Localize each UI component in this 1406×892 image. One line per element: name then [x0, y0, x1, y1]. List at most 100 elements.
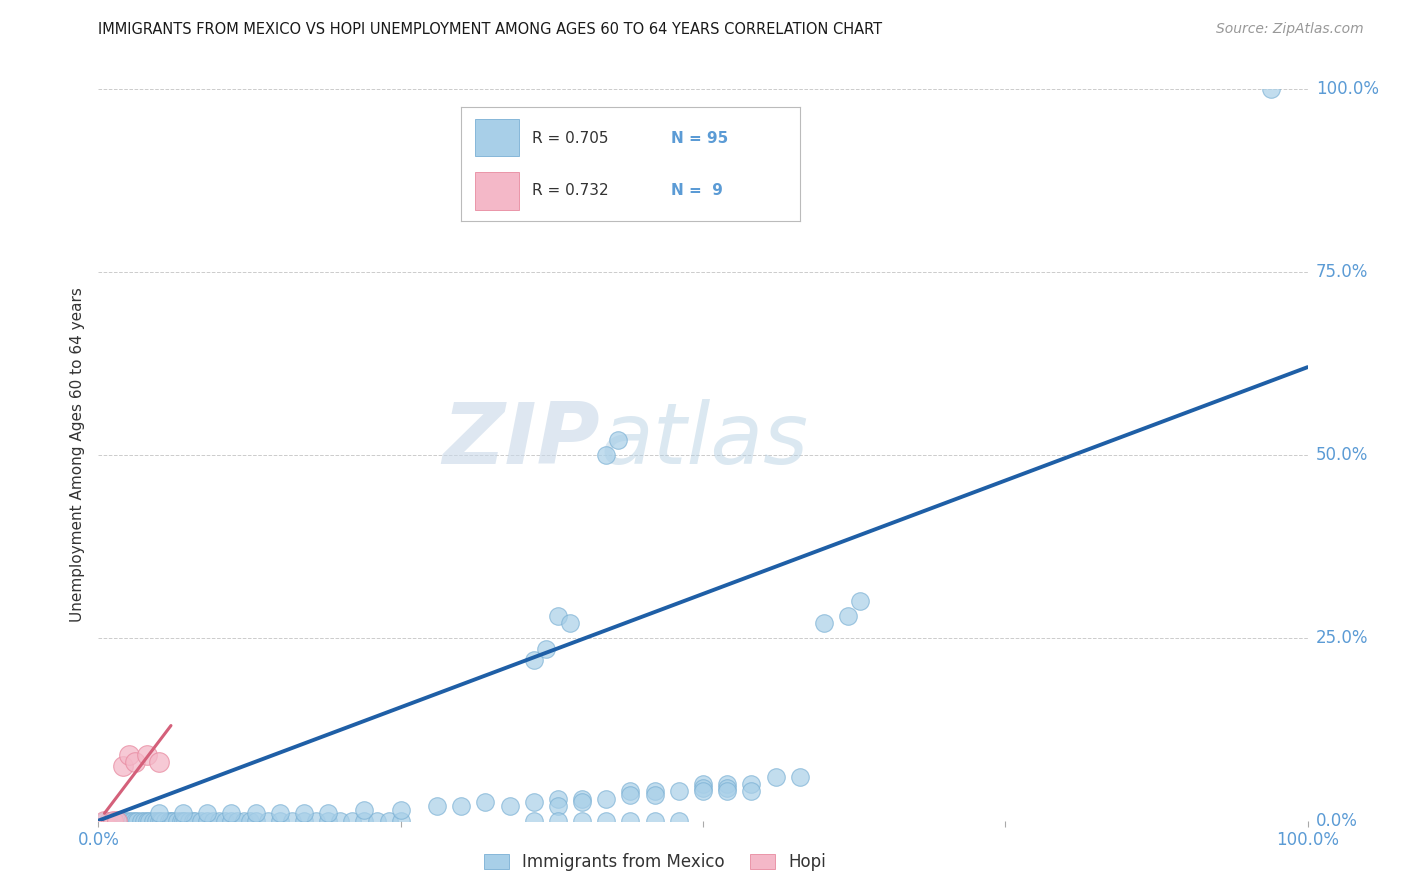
Text: ZIP: ZIP: [443, 399, 600, 482]
Point: [202, 814, 225, 828]
Point: [181, 814, 204, 828]
Point: [619, 814, 641, 828]
Point: [97, 821, 120, 835]
Point: [571, 796, 593, 810]
Point: [389, 803, 412, 817]
Point: [114, 814, 136, 828]
Point: [523, 814, 546, 828]
Point: [389, 814, 412, 828]
Point: [692, 777, 714, 791]
Point: [145, 814, 167, 828]
Point: [177, 814, 201, 828]
Point: [269, 814, 291, 828]
Point: [256, 814, 278, 828]
Point: [245, 806, 267, 821]
Point: [169, 814, 191, 828]
Point: [342, 814, 364, 828]
Point: [534, 641, 557, 656]
Point: [101, 814, 124, 828]
Point: [305, 814, 328, 828]
Point: [129, 814, 152, 828]
Point: [523, 653, 546, 667]
Point: [619, 788, 641, 802]
Point: [366, 814, 388, 828]
Point: [157, 814, 180, 828]
Point: [162, 814, 184, 828]
Point: [692, 784, 714, 798]
Point: [190, 814, 212, 828]
Point: [269, 806, 291, 821]
Point: [498, 799, 520, 814]
Point: [111, 758, 134, 772]
Text: 75.0%: 75.0%: [1316, 263, 1368, 281]
Text: 50.0%: 50.0%: [1316, 446, 1368, 464]
Point: [221, 806, 243, 821]
Point: [124, 755, 146, 769]
Point: [121, 814, 143, 828]
Point: [353, 803, 375, 817]
Point: [716, 777, 738, 791]
Point: [124, 814, 146, 828]
Point: [837, 608, 859, 623]
Point: [148, 806, 170, 821]
Point: [813, 616, 835, 631]
Point: [142, 814, 165, 828]
Point: [595, 448, 617, 462]
Point: [150, 814, 173, 828]
Point: [595, 814, 617, 828]
Point: [174, 814, 197, 828]
Point: [450, 799, 472, 814]
Point: [160, 814, 183, 828]
Point: [148, 814, 170, 828]
Point: [426, 799, 449, 814]
Point: [292, 814, 315, 828]
Point: [153, 814, 176, 828]
Point: [148, 755, 170, 769]
Point: [118, 814, 141, 828]
Point: [571, 791, 593, 805]
Point: [232, 814, 254, 828]
Point: [316, 814, 339, 828]
Point: [127, 814, 149, 828]
Point: [105, 814, 128, 828]
Point: [316, 806, 339, 821]
Point: [716, 780, 738, 795]
Point: [740, 777, 762, 791]
Point: [93, 814, 115, 828]
Text: 100.0%: 100.0%: [1316, 80, 1379, 98]
Point: [135, 747, 157, 762]
Point: [558, 616, 581, 631]
Point: [353, 814, 375, 828]
Point: [281, 814, 304, 828]
Point: [172, 814, 194, 828]
Point: [619, 784, 641, 798]
Point: [547, 799, 569, 814]
Point: [668, 814, 690, 828]
Point: [101, 814, 124, 828]
Text: 25.0%: 25.0%: [1316, 629, 1368, 647]
Point: [1260, 82, 1282, 96]
Point: [595, 791, 617, 805]
Point: [377, 814, 399, 828]
Point: [138, 814, 160, 828]
Point: [849, 594, 872, 608]
Point: [221, 814, 243, 828]
Point: [523, 796, 546, 810]
Text: atlas: atlas: [600, 399, 808, 482]
Point: [108, 814, 131, 828]
Point: [692, 780, 714, 795]
Point: [195, 814, 218, 828]
Point: [765, 770, 787, 784]
Point: [166, 814, 188, 828]
Point: [571, 814, 593, 828]
Point: [607, 434, 630, 448]
Point: [547, 608, 569, 623]
Point: [208, 814, 231, 828]
Point: [740, 784, 762, 798]
Point: [716, 784, 738, 798]
Point: [214, 814, 236, 828]
Point: [644, 784, 666, 798]
Point: [644, 814, 666, 828]
Point: [226, 814, 249, 828]
Point: [195, 806, 218, 821]
